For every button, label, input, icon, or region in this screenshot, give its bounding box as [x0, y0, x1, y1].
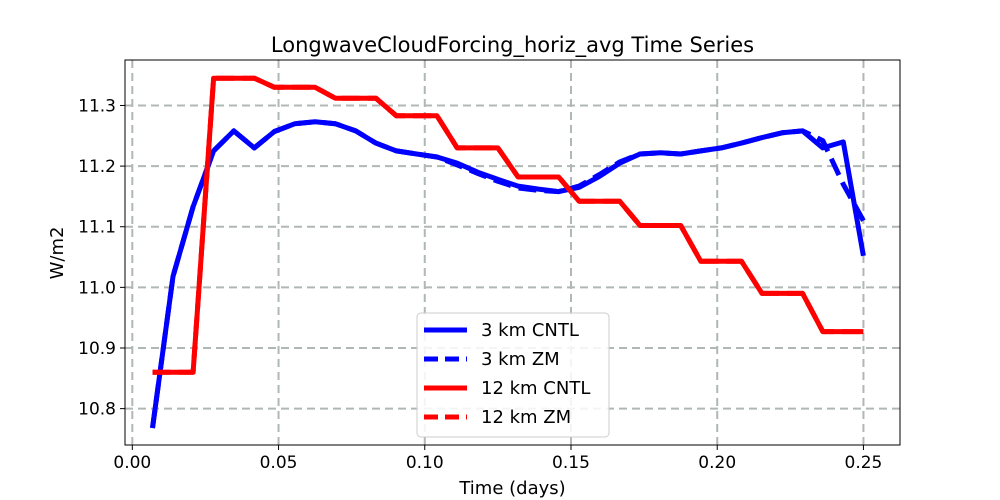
legend-label: 12 km ZM	[481, 407, 571, 428]
legend-frame	[416, 312, 610, 438]
x-tick-label: 0.25	[845, 453, 883, 473]
x-tick-label: 0.20	[698, 453, 736, 473]
x-tick-label: 0.15	[552, 453, 590, 473]
y-tick-label: 11.0	[78, 278, 116, 298]
x-tick-label: 0.10	[406, 453, 444, 473]
legend-label: 12 km CNTL	[481, 378, 590, 399]
chart-title: LongwaveCloudForcing_horiz_avg Time Seri…	[271, 33, 754, 58]
series-group	[150, 75, 866, 429]
y-tick-label: 11.1	[78, 218, 116, 238]
series-line-12-km-zm	[152, 75, 864, 375]
y-tick-label: 11.3	[78, 96, 116, 116]
legend: 3 km CNTL 3 km ZM 12 km CNTL 12 km ZM	[416, 312, 610, 438]
x-axis-label: Time (days)	[458, 478, 565, 499]
x-tick-label: 0.05	[260, 453, 298, 473]
legend-label: 3 km ZM	[481, 349, 560, 370]
y-axis-label: W/m2	[47, 227, 68, 280]
series-line-3-km-zm	[150, 119, 866, 429]
x-tick-label: 0.00	[113, 453, 151, 473]
y-tick-label: 11.2	[78, 157, 116, 177]
legend-label: 3 km CNTL	[481, 320, 579, 341]
y-tick-label: 10.9	[78, 339, 116, 359]
plot-area-frame	[124, 59, 901, 446]
y-tick-label: 10.8	[78, 400, 116, 420]
axis-ticks: 0.00 0.05 0.10 0.15 0.20 0.25 10.8 10.9 11.0 11.1…	[78, 96, 882, 473]
